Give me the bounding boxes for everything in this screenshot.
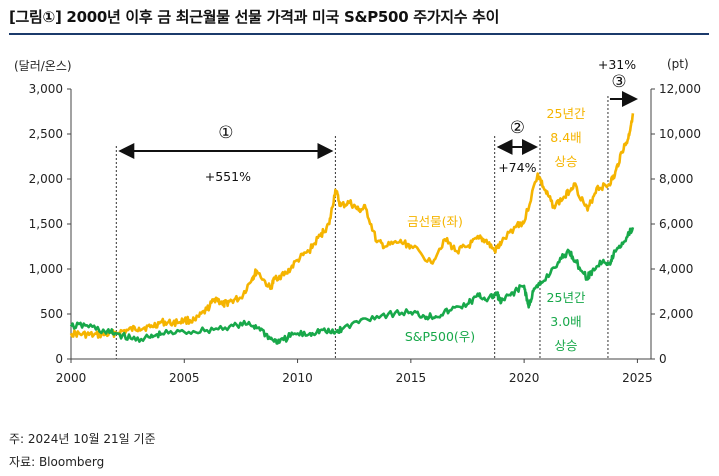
footnote-date: 주: 2024년 10월 21일 기준 [9, 432, 156, 446]
chart-title: [그림①] 2000년 이후 금 최근월물 선물 가격과 미국 S&P500 주… [9, 8, 500, 26]
y-left-tick-label: 3,000 [29, 82, 63, 96]
sp500-25y-note-line: 25년간 [547, 290, 586, 305]
period-3-marker: ③ [611, 72, 626, 92]
y-right-tick-label: 6,000 [659, 217, 693, 231]
y-left-tick-label: 2,000 [29, 172, 63, 186]
y-right-tick-label: 8,000 [659, 172, 693, 186]
x-tick-label: 2000 [56, 371, 87, 385]
gold-25y-note-line: 8.4배 [550, 130, 581, 145]
period-3-gain: +31% [598, 57, 636, 72]
y-left-tick-label: 2,500 [29, 127, 63, 141]
y-left-tick-label: 500 [40, 307, 63, 321]
gold-25y-note-line: 25년간 [547, 106, 586, 121]
sp500-25y-note-line: 상승 [554, 338, 577, 353]
y-left-tick-label: 1,500 [29, 217, 63, 231]
sp500-series-label: S&P500(우) [405, 329, 475, 344]
left-axis-unit: (달러/온스) [14, 59, 72, 73]
annotation-layer: 금선물(좌) S&P500(우) ① +551% ② +74% +31%③ 25년간 8.4배상… [118, 57, 638, 353]
gold-25y-note-line: 상승 [554, 154, 577, 169]
period-1-gain: +551% [205, 169, 251, 184]
series-layer [69, 113, 635, 345]
x-tick-label: 2020 [509, 371, 540, 385]
x-tick-label: 2015 [396, 371, 427, 385]
y-right-tick-label: 4,000 [659, 262, 693, 276]
gold-series-label: 금선물(좌) [407, 214, 463, 229]
gold-futures-line [69, 113, 635, 339]
x-tick-label: 2005 [169, 371, 200, 385]
sp500-line [69, 227, 635, 345]
dashed-guide-layer [115, 96, 609, 359]
x-tick-label: 2025 [622, 371, 653, 385]
period-2-marker: ② [510, 118, 525, 138]
y-right-tick-label: 12,000 [659, 82, 701, 96]
right-axis-unit: (pt) [667, 57, 689, 71]
y-right-tick-label: 10,000 [659, 127, 701, 141]
y-right-tick-label: 2,000 [659, 307, 693, 321]
x-tick-label: 2010 [282, 371, 313, 385]
period-2-gain: +74% [498, 160, 536, 175]
axis-layer: 0 500 1,000 1,500 2,000 2,500 3,000 0 2,000 4,000… [29, 82, 701, 385]
period-1-marker: ① [218, 123, 233, 143]
sp500-25y-note-line: 3.0배 [550, 314, 581, 329]
title-underline [9, 33, 709, 35]
y-left-tick-label: 1,000 [29, 262, 63, 276]
footnote-source: 자료: Bloomberg [9, 455, 105, 469]
y-right-tick-label: 0 [659, 352, 667, 366]
y-left-tick-label: 0 [55, 352, 63, 366]
